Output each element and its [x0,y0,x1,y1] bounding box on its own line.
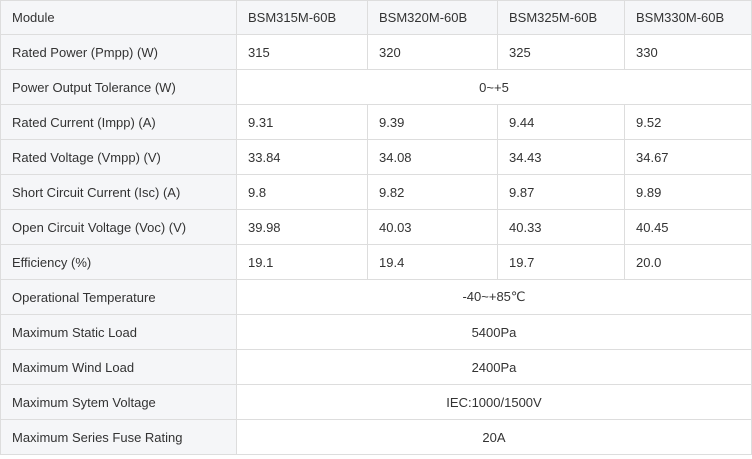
merged-cell: 20A [236,419,752,455]
table-row: Rated Voltage (Vmpp) (V) 33.84 34.08 34.… [0,139,752,175]
row-label: Open Circuit Voltage (Voc) (V) [0,209,237,245]
table-row: Rated Current (Impp) (A) 9.31 9.39 9.44 … [0,104,752,140]
table-cell: 39.98 [236,209,368,245]
table-cell: 9.82 [367,174,498,210]
header-bsm315m-60b: BSM315M-60B [236,0,368,35]
table-cell: 19.1 [236,244,368,280]
row-label: Maximum Static Load [0,314,237,350]
table-cell: 9.8 [236,174,368,210]
table-cell: 325 [497,34,625,70]
table-row: Maximum Static Load 5400Pa [0,314,752,350]
header-bsm325m-60b: BSM325M-60B [497,0,625,35]
header-bsm320m-60b: BSM320M-60B [367,0,498,35]
table-cell: 40.33 [497,209,625,245]
table-cell: 19.4 [367,244,498,280]
table-row: Operational Temperature -40~+85℃ [0,279,752,315]
row-label: Efficiency (%) [0,244,237,280]
row-label: Rated Power (Pmpp) (W) [0,34,237,70]
table-row: Maximum Sytem Voltage IEC:1000/1500V [0,384,752,420]
table-cell: 9.31 [236,104,368,140]
table-cell: 34.43 [497,139,625,175]
header-row: Module BSM315M-60B BSM320M-60B BSM325M-6… [0,0,752,35]
table-row: Maximum Wind Load 2400Pa [0,349,752,385]
table-cell: 34.08 [367,139,498,175]
table-row: Rated Power (Pmpp) (W) 315 320 325 330 [0,34,752,70]
row-label: Maximum Wind Load [0,349,237,385]
table-cell: 40.03 [367,209,498,245]
table-row: Open Circuit Voltage (Voc) (V) 39.98 40.… [0,209,752,245]
table-row: Power Output Tolerance (W) 0~+5 [0,69,752,105]
table-cell: 9.89 [624,174,752,210]
row-label: Short Circuit Current (Isc) (A) [0,174,237,210]
table-header: Module BSM315M-60B BSM320M-60B BSM325M-6… [0,0,752,35]
row-label: Power Output Tolerance (W) [0,69,237,105]
table-row: Efficiency (%) 19.1 19.4 19.7 20.0 [0,244,752,280]
table-cell: 19.7 [497,244,625,280]
table-cell: 320 [367,34,498,70]
table-cell: 315 [236,34,368,70]
row-label: Maximum Series Fuse Rating [0,419,237,455]
table-cell: 20.0 [624,244,752,280]
table-cell: 9.52 [624,104,752,140]
merged-cell: 2400Pa [236,349,752,385]
row-label: Rated Voltage (Vmpp) (V) [0,139,237,175]
table-cell: 9.87 [497,174,625,210]
row-label: Operational Temperature [0,279,237,315]
table-row: Maximum Series Fuse Rating 20A [0,419,752,455]
row-label: Rated Current (Impp) (A) [0,104,237,140]
table-cell: 9.39 [367,104,498,140]
header-bsm330m-60b: BSM330M-60B [624,0,752,35]
merged-cell: 0~+5 [236,69,752,105]
table-cell: 40.45 [624,209,752,245]
table-cell: 330 [624,34,752,70]
table-cell: 9.44 [497,104,625,140]
merged-cell: IEC:1000/1500V [236,384,752,420]
table-row: Short Circuit Current (Isc) (A) 9.8 9.82… [0,174,752,210]
merged-cell: 5400Pa [236,314,752,350]
table-cell: 34.67 [624,139,752,175]
row-label: Maximum Sytem Voltage [0,384,237,420]
merged-cell: -40~+85℃ [236,279,752,315]
table-cell: 33.84 [236,139,368,175]
table-body: Rated Power (Pmpp) (W) 315 320 325 330 P… [0,34,752,455]
header-module: Module [0,0,237,35]
